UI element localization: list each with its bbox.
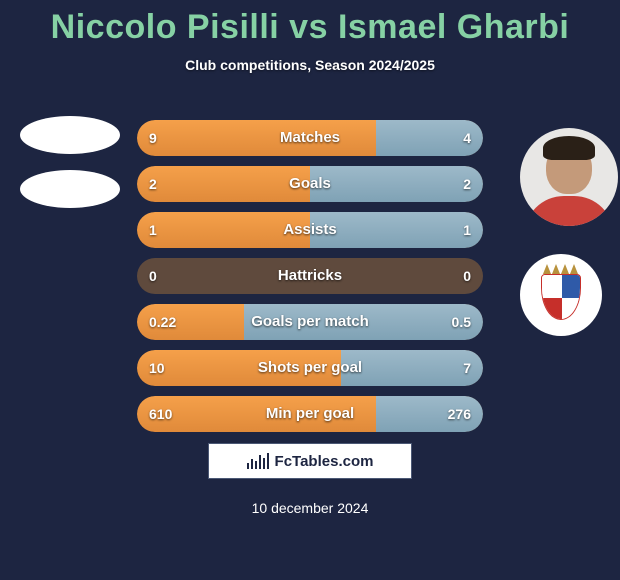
date-text: 10 december 2024	[0, 500, 620, 516]
brand-badge: FcTables.com	[208, 443, 412, 479]
stat-row: 94Matches	[137, 120, 483, 156]
stat-label: Shots per goal	[137, 350, 483, 386]
stat-row: 107Shots per goal	[137, 350, 483, 386]
stat-row: 11Assists	[137, 212, 483, 248]
stats-container: 94Matches 22Goals 11Assists 00Hattricks 0.22…	[137, 120, 483, 442]
stat-row: 00Hattricks	[137, 258, 483, 294]
stat-label: Assists	[137, 212, 483, 248]
left-player-area	[20, 116, 100, 224]
stat-label: Min per goal	[137, 396, 483, 432]
subtitle: Club competitions, Season 2024/2025	[0, 57, 620, 73]
brand-logo-icon	[247, 453, 269, 469]
stat-row: 0.220.5Goals per match	[137, 304, 483, 340]
player1-placeholder	[20, 116, 120, 154]
page-title: Niccolo Pisilli vs Ismael Gharbi	[0, 0, 620, 47]
right-player-area	[520, 128, 620, 336]
brand-text: FcTables.com	[275, 453, 374, 470]
club1-placeholder	[20, 170, 120, 208]
stat-label: Goals	[137, 166, 483, 202]
stat-label: Goals per match	[137, 304, 483, 340]
club2-crest	[520, 254, 602, 336]
stat-row: 610276Min per goal	[137, 396, 483, 432]
stat-label: Hattricks	[137, 258, 483, 294]
stat-row: 22Goals	[137, 166, 483, 202]
player2-avatar	[520, 128, 618, 226]
stat-label: Matches	[137, 120, 483, 156]
